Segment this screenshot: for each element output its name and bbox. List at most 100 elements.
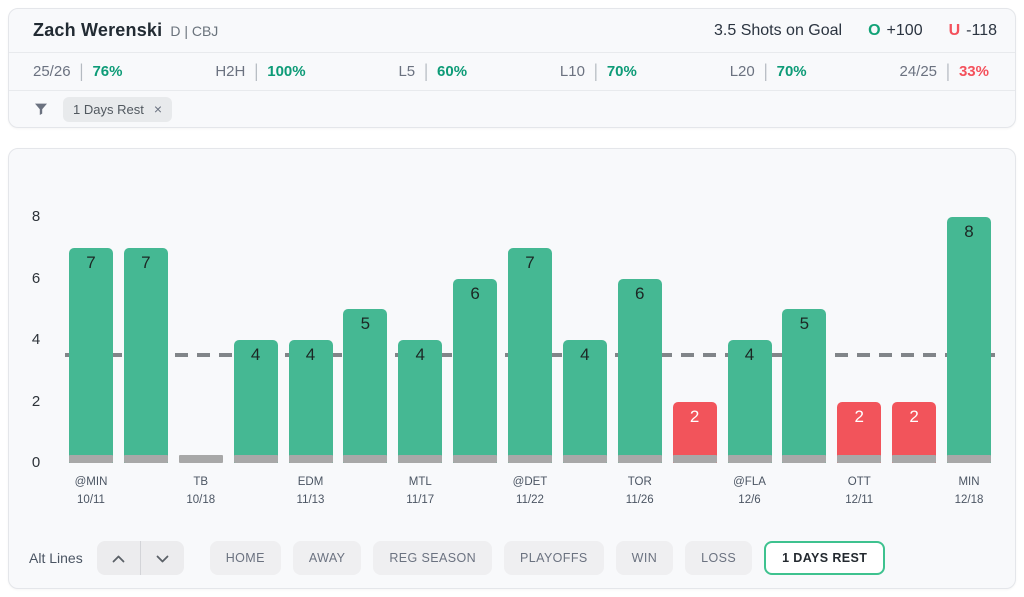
filter-button-playoffs[interactable]: PLAYOFFS [504,541,604,575]
x-axis-label: OTT 12/11 [845,474,873,510]
filter-chip-1-days-rest[interactable]: 1 Days Rest × [63,96,172,122]
over-odds: O +100 [868,22,923,40]
chart-plot: 0 2 4 6 8 7 @MIN 10/11 7 TB 10/18 4 4 EDM 11/13 5 4 MTL 11… [32,208,995,506]
filter-button-loss[interactable]: LOSS [685,541,753,575]
filter-button-home[interactable]: HOME [209,541,281,575]
bar-base-stub [343,455,388,463]
bar-over: 4 [727,340,772,463]
filter-row: 1 Days Rest × [9,91,1015,127]
bar-under: 2 [892,401,937,463]
bar-over: 8 [947,217,991,463]
bar-under: 2 [672,401,717,463]
stat-label: 25/26 [33,63,71,80]
filter-funnel-icon[interactable] [33,101,49,117]
x-axis-label: @MIN 10/11 [75,474,108,510]
bar-slot: 2 [892,217,937,463]
game-date-label: 10/11 [77,493,105,506]
bar-base-stub [233,455,278,463]
bar-slot: 5 [343,217,388,463]
opponent-label: MTL [408,476,432,488]
under-odds-value: -118 [966,21,997,39]
stat-separator: | [254,61,259,82]
bar-slot: 4 [562,217,607,463]
bar-slot: 2 [672,217,717,463]
game-date-label: 11/13 [296,493,325,506]
filter-button-away[interactable]: AWAY [292,541,362,575]
bar-over: 4 [288,340,333,463]
bar-slot: 5 [782,217,827,463]
bar-value-label: 7 [525,252,535,272]
bar-slot: 4 EDM 11/13 [288,217,333,506]
bar-base-stub [453,455,498,463]
filter-button-win[interactable]: WIN [615,541,674,575]
bar-under: 2 [837,401,882,463]
game-date-label: 12/11 [845,493,874,506]
stat-item-l20: L20 | 70% [730,61,807,82]
bar-value-label: 4 [305,345,316,364]
bar-value-label: 2 [854,406,864,426]
bar-value-label: 7 [86,252,96,272]
bar-value-label: 4 [415,345,425,364]
bar-value-label: 2 [909,406,919,426]
chart-toolbar: Alt Lines HOME AWAY REG SEASON PLAYOFFS WIN L… [29,541,995,575]
bar-slot: 4 @FLA 12/6 [727,217,772,506]
x-axis-label: MTL 11/17 [406,474,434,510]
stat-item-l10: L10 | 70% [560,61,637,82]
bar-base-stub [123,455,168,463]
stat-value: 100% [267,63,306,80]
alt-line-up-button[interactable] [97,541,140,575]
bar-base-stub [892,455,937,463]
stat-label: 24/25 [899,63,938,80]
under-icon: U [948,21,961,39]
x-axis-label: @DET 11/22 [513,474,548,510]
filter-button-reg-season[interactable]: REG SEASON [373,541,493,575]
y-axis-tick-8: 8 [31,208,41,225]
prop-line-label: 3.5 Shots on Goal [714,21,843,39]
game-date-label: 11/22 [516,493,544,506]
stat-value: 60% [437,63,468,80]
bar-over: 5 [343,309,388,463]
opponent-label: MIN [958,476,980,488]
chip-close-icon[interactable]: × [153,101,162,117]
stat-label: H2H [215,63,246,80]
stat-value: 70% [776,63,807,80]
filter-button-1-days-rest[interactable]: 1 DAYS REST [764,541,886,575]
bar-slot: 8 MIN 12/18 [947,217,991,506]
stat-separator: | [946,61,950,82]
stats-row: 25/26 | 76% H2H | 100% L5 | 60% L10 | 70% L20 | 70% 24/… [9,53,1015,91]
game-date-label: 11/26 [625,493,654,506]
bar-value-label: 5 [360,314,371,334]
bar-over: 4 [562,340,607,463]
bar-slot: 4 MTL 11/17 [398,217,443,506]
bar-over: 6 [453,278,498,463]
bar-base-stub [69,455,113,463]
bar-slot: 7 @MIN 10/11 [69,217,113,506]
stat-item-25-26: 25/26 | 76% [33,61,122,81]
bar-value-label: 4 [580,345,590,364]
opponent-label: @MIN [74,476,108,488]
y-axis-tick-0: 0 [31,454,41,471]
y-axis-tick-6: 6 [31,269,41,287]
stat-separator: | [763,61,768,82]
bar-value-label: 8 [964,222,974,241]
stat-item-l5: L5 | 60% [398,61,468,81]
bar-base-stub [178,455,223,463]
stat-separator: | [593,61,598,82]
bar-base-stub [617,455,662,463]
bar-base-stub [672,455,717,463]
over-odds-value: +100 [886,21,923,39]
alt-line-down-button[interactable] [141,541,184,575]
header-row: Zach Werenski D | CBJ 3.5 Shots on Goal … [9,9,1015,53]
bar-value-label: 7 [141,252,151,272]
bar-over: 7 [508,247,552,463]
bar-over: 6 [617,278,662,463]
bar-over: 4 [233,340,278,463]
bar-base-stub [782,455,827,463]
stat-item-h2h: H2H | 100% [215,61,306,82]
toolbar-filter-buttons: HOME AWAY REG SEASON PLAYOFFS WIN LOSS 1 DAYS … [209,541,898,575]
stat-value: 33% [958,63,989,80]
bar-slot: TB 10/18 [178,217,223,506]
bar-slot: 4 [233,217,278,463]
opponent-label: TOR [627,476,652,488]
bar-base-stub [727,455,772,463]
